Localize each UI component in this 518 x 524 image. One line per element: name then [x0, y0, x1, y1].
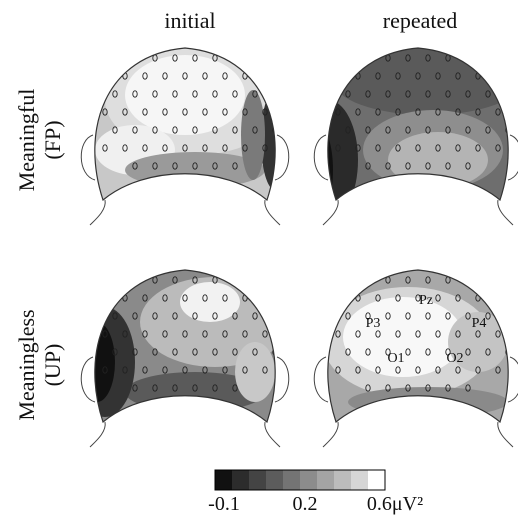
- colorbar-step: [351, 470, 368, 490]
- ear: [314, 357, 328, 402]
- scalp-field: [75, 40, 295, 210]
- field-region: [388, 132, 488, 188]
- head-map: [75, 262, 295, 447]
- colorbar-step: [266, 470, 283, 490]
- colorbar-label: -0.1: [208, 493, 240, 515]
- colorbar-step: [334, 470, 351, 490]
- colorbar-step: [283, 470, 300, 490]
- scalp-field: [308, 262, 518, 432]
- neck: [498, 422, 513, 447]
- ear: [275, 135, 289, 180]
- colorbar-step: [249, 470, 266, 490]
- row-sublabel: (FP): [40, 120, 65, 159]
- field-region: [79, 322, 115, 402]
- column-label: initial: [164, 8, 215, 33]
- colorbar-label: 0.2: [293, 493, 318, 515]
- row-label: Meaningful: [14, 89, 39, 192]
- colorbar-step: [368, 470, 385, 490]
- neck: [265, 200, 280, 225]
- ear: [81, 357, 95, 402]
- figure: initial repeated Meaningful (FP) Meaning…: [0, 0, 518, 519]
- row-sublabel: (UP): [40, 344, 65, 387]
- ear: [81, 135, 95, 180]
- electrode: [233, 277, 237, 283]
- electrode: [366, 55, 370, 61]
- electrode: [466, 277, 470, 283]
- head-map: [75, 40, 295, 225]
- colorbar-step: [215, 470, 232, 490]
- field-region: [180, 282, 240, 322]
- electrode: [133, 277, 137, 283]
- ear: [508, 135, 518, 180]
- neck: [265, 422, 280, 447]
- electrode: [133, 55, 137, 61]
- electrode-label: O1: [387, 351, 404, 366]
- topographic-maps: [75, 40, 518, 447]
- neck: [498, 200, 513, 225]
- electrode-label: Pz: [419, 293, 433, 308]
- field-region: [235, 342, 275, 402]
- electrode: [233, 55, 237, 61]
- neck: [90, 200, 105, 225]
- field-region: [241, 90, 265, 180]
- scalp-field: [75, 262, 295, 432]
- colorbar: [215, 470, 385, 490]
- ear: [275, 357, 289, 402]
- neck: [323, 200, 338, 225]
- ear: [314, 135, 328, 180]
- field-region: [125, 55, 245, 135]
- colorbar-step: [232, 470, 249, 490]
- ear: [508, 357, 518, 402]
- field-region: [333, 45, 518, 115]
- colorbar-step: [300, 470, 317, 490]
- electrode-label: O2: [446, 351, 463, 366]
- electrode-label: P3: [366, 316, 381, 331]
- electrode: [466, 55, 470, 61]
- row-label: Meaningless: [14, 309, 39, 420]
- electrode: [366, 277, 370, 283]
- head-map: [298, 40, 518, 225]
- colorbar-label: 0.6μV²: [367, 493, 423, 515]
- column-label: repeated: [383, 8, 458, 33]
- scalp-field: [298, 40, 518, 220]
- electrode-label: P4: [472, 316, 487, 331]
- neck: [90, 422, 105, 447]
- head-map: [308, 262, 518, 447]
- neck: [323, 422, 338, 447]
- colorbar-step: [317, 470, 334, 490]
